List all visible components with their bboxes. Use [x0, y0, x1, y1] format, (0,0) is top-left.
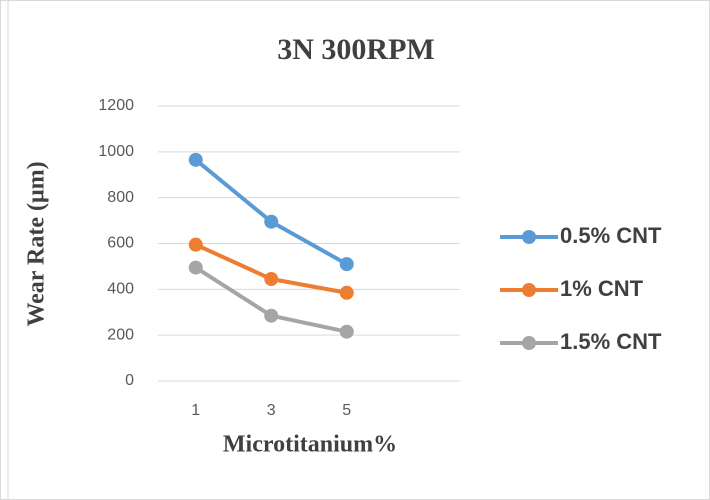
x-tick-label: 3: [267, 402, 276, 419]
data-point: [339, 324, 354, 339]
legend-marker: [522, 230, 536, 244]
legend-label: 0.5% CNT: [560, 223, 662, 248]
legend-label: 1% CNT: [560, 276, 644, 301]
legend-marker: [522, 336, 536, 350]
y-tick-label: 1000: [98, 143, 134, 160]
data-point: [188, 152, 203, 167]
y-tick-label: 1200: [98, 97, 134, 114]
legend-label: 1.5% CNT: [560, 329, 662, 354]
data-point: [339, 257, 354, 272]
x-tick-label: 5: [342, 402, 351, 419]
data-point: [264, 308, 279, 323]
legend-marker: [522, 283, 536, 297]
y-tick-label: 600: [107, 235, 134, 252]
data-point: [339, 285, 354, 300]
data-point: [188, 260, 203, 275]
data-point: [264, 272, 279, 287]
data-point: [264, 214, 279, 229]
y-tick-label: 0: [125, 372, 134, 389]
x-tick-label: 1: [191, 402, 200, 419]
data-point: [188, 237, 203, 252]
chart-title: 3N 300RPM: [277, 33, 434, 66]
y-tick-label: 800: [107, 189, 134, 206]
y-tick-label: 200: [107, 326, 134, 343]
y-axis-label: Wear Rate (μm): [24, 161, 50, 326]
x-axis-label: Microtitanium%: [223, 432, 397, 458]
y-tick-label: 400: [107, 281, 134, 298]
